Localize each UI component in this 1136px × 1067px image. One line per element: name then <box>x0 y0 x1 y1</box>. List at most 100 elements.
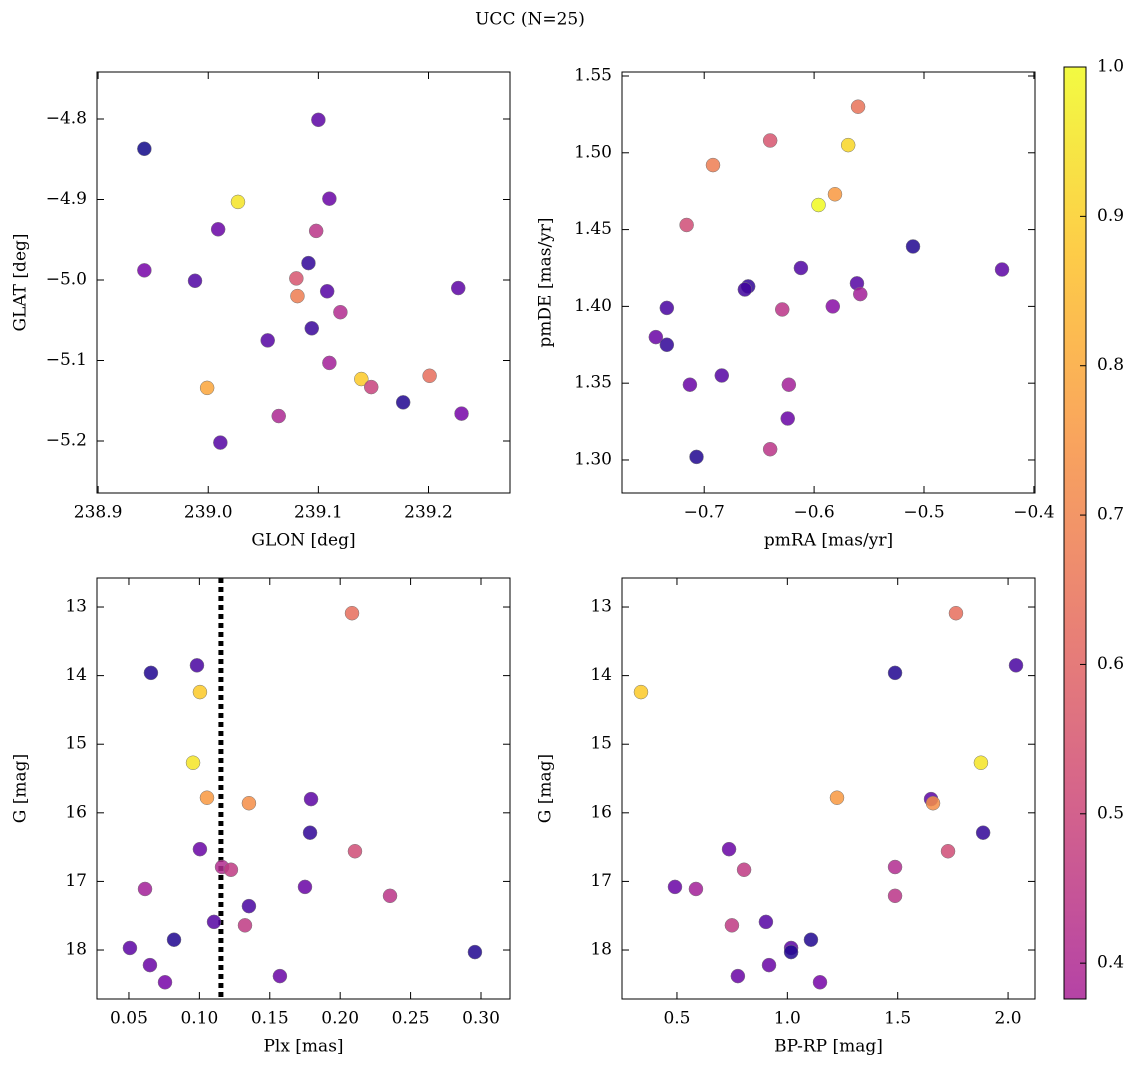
scatter-point <box>689 449 704 465</box>
x-tick-label: 2.0 <box>995 1009 1022 1029</box>
scatter-point <box>840 137 856 153</box>
scatter-point <box>230 194 246 210</box>
x-tick-label: 0.15 <box>251 1009 289 1029</box>
y-tick-label: 1.30 <box>574 449 612 469</box>
scatter-point <box>825 299 841 314</box>
scatter-point <box>659 300 675 316</box>
scatter-point <box>827 187 843 202</box>
scatter-point <box>344 605 360 621</box>
scatter-point <box>783 944 799 960</box>
scatter-point <box>137 263 152 278</box>
scatter-point <box>812 975 828 990</box>
scatter-point <box>467 944 483 960</box>
x-tick-label: 239.1 <box>294 503 343 523</box>
y-tick-label: 18 <box>590 940 612 960</box>
y-tick-label: 14 <box>65 665 87 685</box>
scatter-point <box>853 286 868 302</box>
scatter-point <box>166 932 182 947</box>
x-tick-label: −0.6 <box>793 503 834 523</box>
scatter-point <box>454 406 469 421</box>
y-tick-label: 1.55 <box>574 65 612 85</box>
colorbar-tick-label: 0.9 <box>1097 206 1124 226</box>
scatter-point <box>887 888 903 904</box>
y-tick-label: 17 <box>590 871 612 891</box>
scatter-point <box>354 371 369 387</box>
scatter-point <box>322 355 337 371</box>
scatter-point <box>241 795 257 811</box>
y-tick-label: 14 <box>590 665 612 685</box>
scatter-point <box>363 379 379 395</box>
scatter-point <box>887 859 903 875</box>
x-axis-label: pmRA [mas/yr] <box>764 531 893 551</box>
axes-frame <box>621 71 1036 494</box>
y-tick-label: 1.40 <box>574 296 612 316</box>
x-tick-label: −0.4 <box>1013 503 1054 523</box>
axes-frame <box>96 577 511 1000</box>
scatter-point <box>189 658 205 673</box>
scatter-point <box>199 790 215 805</box>
x-tick-label: 0.30 <box>462 1009 500 1029</box>
y-tick-label: 16 <box>590 802 612 822</box>
scatter-point <box>803 932 819 947</box>
scatter-point <box>948 605 964 621</box>
scatter-point <box>260 333 275 348</box>
scatter-point <box>705 157 721 173</box>
scatter-point <box>297 879 313 895</box>
scatter-point <box>303 791 319 807</box>
colorbar <box>1063 66 1087 1000</box>
scatter-point <box>206 914 222 930</box>
scatter-point <box>185 755 201 770</box>
x-tick-label: 0.10 <box>180 1009 218 1029</box>
y-tick-label: −5.2 <box>46 430 87 450</box>
scatter-point <box>761 957 777 973</box>
scatter-point <box>688 881 704 897</box>
scatter-point <box>994 262 1010 277</box>
scatter-point <box>192 841 208 857</box>
scatter-point <box>762 133 778 148</box>
scatter-point <box>905 239 921 254</box>
x-tick-label: −0.5 <box>903 503 944 523</box>
scatter-point <box>213 435 228 450</box>
x-tick-label: 0.20 <box>321 1009 359 1029</box>
scatter-point <box>730 968 746 984</box>
scatter-point <box>308 223 324 239</box>
y-axis-label: GLAT [deg] <box>11 233 31 331</box>
y-tick-label: −5.0 <box>46 270 87 290</box>
scatter-point <box>272 968 288 984</box>
y-tick-label: −5.1 <box>46 350 87 370</box>
scatter-point <box>829 790 845 805</box>
colorbar-tick-label: 1.0 <box>1097 57 1124 77</box>
scatter-point <box>1008 658 1024 673</box>
x-tick-label: 238.9 <box>74 503 123 523</box>
scatter-point <box>199 380 215 396</box>
x-tick-label: 1.5 <box>884 1009 911 1029</box>
scatter-point <box>311 112 326 128</box>
scatter-point <box>975 825 991 840</box>
scatter-point <box>382 888 398 904</box>
scatter-point <box>322 191 337 206</box>
y-tick-label: 17 <box>65 871 87 891</box>
x-axis-label: GLON [deg] <box>251 531 355 551</box>
y-tick-label: −4.9 <box>46 189 87 209</box>
scatter-point <box>682 377 698 392</box>
scatter-point <box>887 665 903 681</box>
scatter-point <box>290 288 305 304</box>
scatter-point <box>142 957 158 973</box>
colorbar-tick-label: 0.6 <box>1097 654 1124 674</box>
scatter-point <box>714 368 730 383</box>
y-tick-label: 13 <box>65 597 87 617</box>
y-tick-label: 15 <box>590 734 612 754</box>
scatter-point <box>925 795 941 811</box>
figure-title: UCC (N=25) <box>475 10 585 30</box>
y-tick-label: 1.45 <box>574 219 612 239</box>
scatter-point <box>187 273 203 289</box>
scatter-point <box>724 918 740 933</box>
scatter-point <box>304 321 320 336</box>
scatter-point <box>210 222 226 237</box>
colorbar-tick-label: 0.4 <box>1097 953 1124 973</box>
x-tick-label: 239.2 <box>404 503 453 523</box>
scatter-point <box>289 271 304 286</box>
x-tick-label: 239.0 <box>184 503 233 523</box>
scatter-point <box>659 337 675 353</box>
